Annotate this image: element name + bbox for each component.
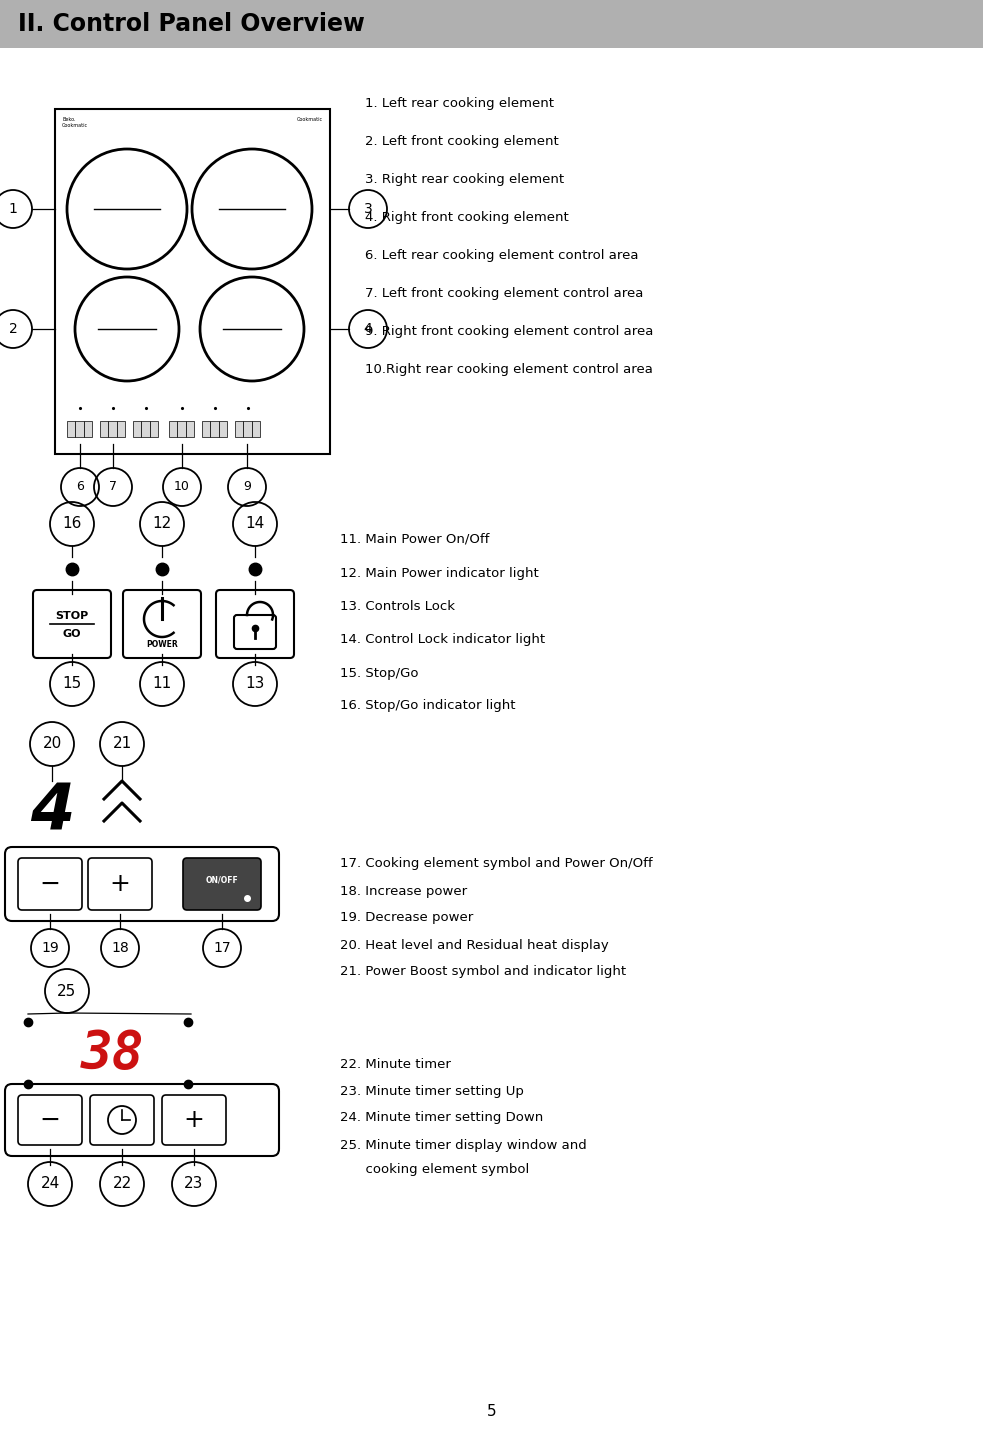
Text: 3: 3 xyxy=(364,201,373,216)
Text: 38: 38 xyxy=(82,1027,145,1081)
Text: 18. Increase power: 18. Increase power xyxy=(340,885,467,898)
FancyBboxPatch shape xyxy=(202,420,210,436)
FancyBboxPatch shape xyxy=(218,420,227,436)
FancyBboxPatch shape xyxy=(33,590,111,658)
Text: 2: 2 xyxy=(9,322,18,335)
FancyBboxPatch shape xyxy=(162,1095,226,1145)
Text: 19: 19 xyxy=(41,941,59,955)
Text: 4. Right front cooking element: 4. Right front cooking element xyxy=(365,212,569,224)
Text: 24. Minute timer setting Down: 24. Minute timer setting Down xyxy=(340,1111,544,1124)
Text: 20. Heat level and Residual heat display: 20. Heat level and Residual heat display xyxy=(340,938,608,951)
Text: −: − xyxy=(39,872,61,896)
FancyBboxPatch shape xyxy=(234,614,276,649)
Text: −: − xyxy=(39,1108,61,1132)
Text: 21: 21 xyxy=(112,737,132,751)
FancyBboxPatch shape xyxy=(90,1095,154,1145)
FancyBboxPatch shape xyxy=(67,420,75,436)
Text: 6. Left rear cooking element control area: 6. Left rear cooking element control are… xyxy=(365,249,639,262)
FancyBboxPatch shape xyxy=(168,420,177,436)
Text: 15. Stop/Go: 15. Stop/Go xyxy=(340,666,419,679)
FancyBboxPatch shape xyxy=(216,590,294,658)
FancyBboxPatch shape xyxy=(5,848,279,921)
Text: 7: 7 xyxy=(109,481,117,494)
Text: cooking element symbol: cooking element symbol xyxy=(340,1163,529,1176)
Text: 10.Right rear cooking element control area: 10.Right rear cooking element control ar… xyxy=(365,364,653,377)
Text: 9. Right front cooking element control area: 9. Right front cooking element control a… xyxy=(365,325,654,338)
FancyBboxPatch shape xyxy=(210,420,218,436)
Text: 25: 25 xyxy=(57,983,77,999)
Text: 1. Left rear cooking element: 1. Left rear cooking element xyxy=(365,98,554,111)
FancyBboxPatch shape xyxy=(235,420,243,436)
Text: 18: 18 xyxy=(111,941,129,955)
FancyBboxPatch shape xyxy=(252,420,260,436)
Text: 12: 12 xyxy=(152,517,172,531)
FancyBboxPatch shape xyxy=(177,420,186,436)
Text: 11: 11 xyxy=(152,676,172,692)
FancyBboxPatch shape xyxy=(84,420,92,436)
Text: 20: 20 xyxy=(42,737,62,751)
Text: POWER: POWER xyxy=(146,639,178,649)
Text: 23. Minute timer setting Up: 23. Minute timer setting Up xyxy=(340,1085,524,1098)
FancyBboxPatch shape xyxy=(123,590,201,658)
Text: +: + xyxy=(109,872,131,896)
Text: 24: 24 xyxy=(40,1177,60,1191)
Text: Cookmatic: Cookmatic xyxy=(297,117,323,122)
Text: 17. Cooking element symbol and Power On/Off: 17. Cooking element symbol and Power On/… xyxy=(340,858,653,871)
FancyBboxPatch shape xyxy=(18,1095,82,1145)
FancyBboxPatch shape xyxy=(149,420,158,436)
Text: 22: 22 xyxy=(112,1177,132,1191)
FancyBboxPatch shape xyxy=(243,420,252,436)
FancyBboxPatch shape xyxy=(88,858,152,909)
FancyBboxPatch shape xyxy=(133,420,141,436)
Text: 13. Controls Lock: 13. Controls Lock xyxy=(340,600,455,613)
Text: Beko.
Cookmatic: Beko. Cookmatic xyxy=(62,117,88,128)
Text: 13: 13 xyxy=(246,676,264,692)
FancyBboxPatch shape xyxy=(99,420,108,436)
FancyBboxPatch shape xyxy=(141,420,149,436)
Text: 3. Right rear cooking element: 3. Right rear cooking element xyxy=(365,174,564,187)
Text: 23: 23 xyxy=(185,1177,203,1191)
Text: 19. Decrease power: 19. Decrease power xyxy=(340,911,473,924)
Text: 2. Left front cooking element: 2. Left front cooking element xyxy=(365,135,558,148)
Text: 5: 5 xyxy=(487,1403,496,1419)
FancyBboxPatch shape xyxy=(55,109,330,453)
Text: 21. Power Boost symbol and indicator light: 21. Power Boost symbol and indicator lig… xyxy=(340,966,626,979)
FancyBboxPatch shape xyxy=(186,420,194,436)
Text: GO: GO xyxy=(63,629,82,639)
Text: 17: 17 xyxy=(213,941,231,955)
FancyBboxPatch shape xyxy=(18,858,82,909)
Text: 4: 4 xyxy=(364,322,373,335)
Text: 10: 10 xyxy=(174,481,190,494)
FancyBboxPatch shape xyxy=(75,420,84,436)
FancyBboxPatch shape xyxy=(117,420,125,436)
Text: 16. Stop/Go indicator light: 16. Stop/Go indicator light xyxy=(340,699,515,712)
Text: 4: 4 xyxy=(29,781,75,843)
Text: 11. Main Power On/Off: 11. Main Power On/Off xyxy=(340,532,490,545)
Text: 14. Control Lock indicator light: 14. Control Lock indicator light xyxy=(340,633,546,646)
Text: 16: 16 xyxy=(62,517,82,531)
FancyBboxPatch shape xyxy=(5,1084,279,1156)
Text: 1: 1 xyxy=(9,201,18,216)
Text: 6: 6 xyxy=(76,481,84,494)
Bar xyxy=(0,0,983,47)
Text: 25. Minute timer display window and: 25. Minute timer display window and xyxy=(340,1138,587,1151)
FancyBboxPatch shape xyxy=(108,420,117,436)
Text: 7. Left front cooking element control area: 7. Left front cooking element control ar… xyxy=(365,288,644,301)
Text: 22. Minute timer: 22. Minute timer xyxy=(340,1058,451,1071)
Text: 14: 14 xyxy=(246,517,264,531)
Text: 12. Main Power indicator light: 12. Main Power indicator light xyxy=(340,567,539,580)
Text: ON/OFF: ON/OFF xyxy=(205,875,238,885)
FancyBboxPatch shape xyxy=(183,858,261,909)
Text: +: + xyxy=(184,1108,204,1132)
Text: II. Control Panel Overview: II. Control Panel Overview xyxy=(18,12,365,36)
Text: 15: 15 xyxy=(62,676,82,692)
Text: STOP: STOP xyxy=(55,612,88,622)
Text: 9: 9 xyxy=(243,481,251,494)
